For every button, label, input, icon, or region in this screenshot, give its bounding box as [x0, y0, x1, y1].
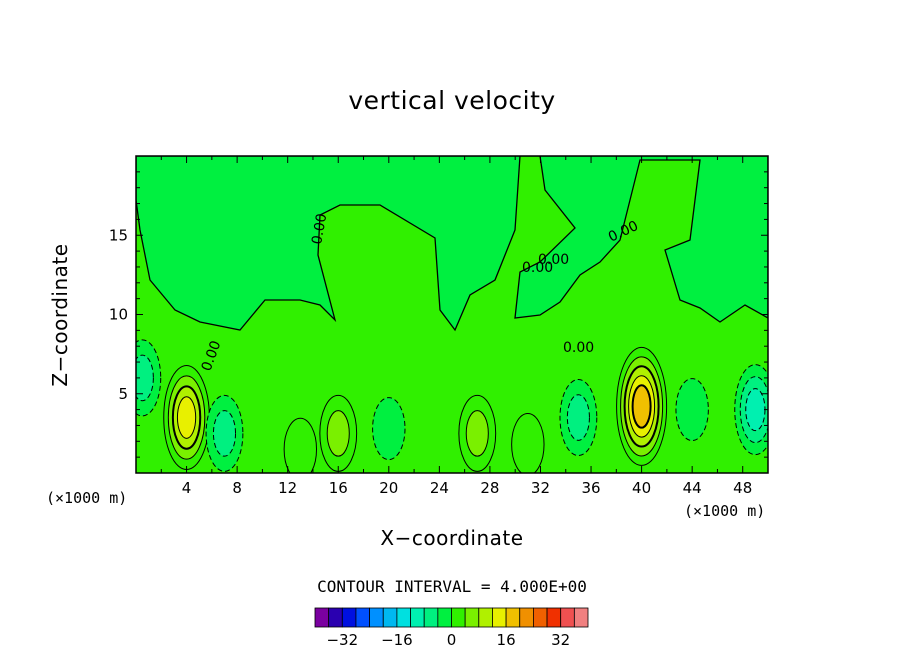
x-tick-label: 8: [232, 479, 242, 497]
x-unit-label-right: (×1000 m): [684, 502, 766, 520]
x-tick-label: 36: [581, 479, 600, 497]
contour-label: 0.00: [538, 252, 569, 268]
contour-label: 0.00: [309, 212, 330, 245]
downdraft-contour-1-2: [212, 410, 237, 457]
colorbar-swatch: [410, 607, 425, 628]
colorbar-tick-label: 16: [497, 631, 516, 649]
updraft-contour-5-2: [465, 410, 489, 457]
x-axis-label: X−coordinate: [380, 526, 524, 550]
colorbar-swatch: [560, 607, 575, 628]
colorbar-swatch: [478, 607, 493, 628]
upper-weak-region: [136, 156, 768, 332]
downdraft-contour-9-1: [675, 378, 709, 442]
x-axis: 4 8 12 16 20 24 28 32 36 40 44 48: [160, 156, 752, 497]
updraft-contour-8-5: [631, 384, 652, 429]
x-tick-label: 20: [379, 479, 398, 497]
y-tick-label: 15: [109, 226, 128, 244]
colorbar-swatch: [505, 607, 521, 628]
colorbar-swatch: [519, 607, 534, 628]
y-axis: 5 10 15: [109, 171, 768, 458]
downdraft-contour-11-2: [136, 354, 154, 402]
x-unit-label-left: (×1000 m): [46, 489, 128, 507]
colorbar-swatch: [533, 607, 548, 628]
y-tick-label: 5: [118, 385, 128, 403]
colorbar-swatch: [355, 607, 371, 628]
contour-label: 0.00: [563, 340, 594, 356]
updraft-contour-6-1: [511, 412, 545, 473]
colorbar-swatch: [437, 607, 452, 628]
colorbar-swatch: [546, 607, 562, 628]
chart-title: vertical velocity: [348, 86, 556, 115]
colorbar-swatch: [573, 607, 589, 628]
downdraft-contour-4-1: [372, 397, 406, 461]
colorbar-tick-label: 0: [447, 631, 457, 649]
colorbar-swatch: [369, 607, 384, 628]
contour-label: 0.00: [522, 260, 553, 276]
downdraft-contour-7-2: [566, 394, 590, 441]
colorbar-tick-label: −32: [326, 631, 358, 649]
x-tick-label: 48: [733, 479, 752, 497]
x-tick-label: 16: [329, 479, 348, 497]
contour-interval-label: CONTOUR INTERVAL = 4.000E+00: [317, 577, 587, 596]
downdraft-contour-10-3: [745, 388, 766, 432]
plot-area: 0.000.000.000.000.000.00: [136, 156, 768, 473]
colorbar-swatch: [492, 607, 507, 628]
x-tick-label: 12: [278, 479, 297, 497]
colorbar-swatch: [382, 607, 398, 628]
x-tick-label: 4: [182, 479, 192, 497]
updraft-contour-0-4: [176, 396, 197, 439]
updraft-contour-3-2: [326, 410, 350, 457]
colorbar-tick-label: −16: [381, 631, 413, 649]
colorbar-swatch: [423, 607, 439, 628]
colorbar-swatch: [341, 607, 357, 628]
colorbar-swatch: [451, 607, 466, 628]
y-tick-label: 10: [109, 306, 128, 324]
updraft-contour-2-1: [283, 417, 318, 473]
colorbar-swatch: [314, 607, 330, 628]
x-tick-label: 28: [480, 479, 499, 497]
x-tick-label: 40: [632, 479, 651, 497]
colorbar-swatch: [396, 607, 411, 628]
colorbar-tick-label: 32: [551, 631, 570, 649]
colorbar: −32 −16 0 16 32: [314, 607, 589, 649]
x-tick-label: 44: [683, 479, 702, 497]
colorbar-swatch: [328, 607, 343, 628]
x-tick-label: 24: [430, 479, 449, 497]
colorbar-swatch: [464, 607, 480, 628]
x-tick-label: 32: [531, 479, 550, 497]
